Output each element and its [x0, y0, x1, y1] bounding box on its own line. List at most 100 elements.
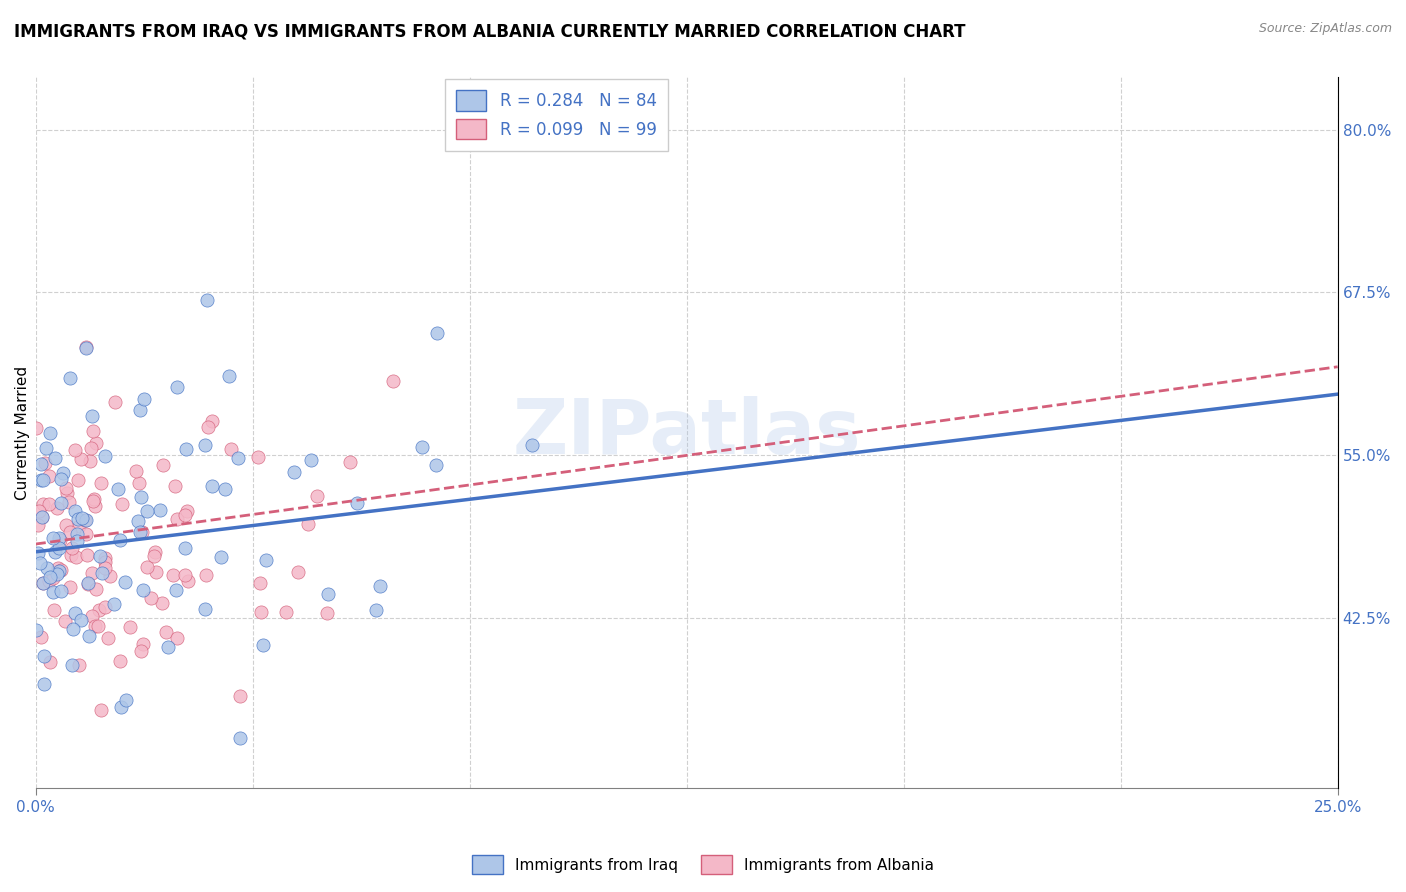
- Point: [522, 438, 544, 452]
- Point: [69, 451, 91, 466]
- Point: [86, 436, 108, 450]
- Point: [46, 561, 69, 575]
- Point: [143, 549, 166, 563]
- Point: [115, 692, 138, 706]
- Point: [31, 510, 53, 524]
- Point: [80, 409, 103, 423]
- Point: [84, 619, 107, 633]
- Point: [34, 677, 56, 691]
- Point: [35, 441, 58, 455]
- Point: [149, 503, 172, 517]
- Point: [89, 703, 111, 717]
- Point: [30, 473, 52, 487]
- Point: [108, 533, 131, 547]
- Point: [110, 699, 132, 714]
- Point: [87, 603, 110, 617]
- Point: [31, 509, 53, 524]
- Point: [197, 419, 219, 434]
- Point: [38, 468, 60, 483]
- Point: [246, 450, 269, 464]
- Point: [174, 541, 197, 556]
- Point: [44, 545, 66, 559]
- Point: [38, 497, 60, 511]
- Point: [201, 479, 224, 493]
- Point: [129, 525, 152, 540]
- Point: [339, 455, 361, 469]
- Point: [426, 326, 449, 340]
- Point: [34, 648, 56, 663]
- Point: [143, 545, 166, 559]
- Point: [132, 582, 155, 597]
- Point: [56, 485, 79, 500]
- Point: [254, 553, 277, 567]
- Point: [165, 583, 187, 598]
- Point: [30, 630, 52, 644]
- Point: [48, 531, 70, 545]
- Point: [250, 605, 273, 619]
- Point: [49, 563, 72, 577]
- Point: [195, 568, 218, 582]
- Point: [194, 602, 217, 616]
- Point: [27, 517, 49, 532]
- Point: [59, 525, 82, 540]
- Point: [37, 561, 59, 575]
- Point: [60, 658, 83, 673]
- Point: [46, 567, 69, 582]
- Point: [83, 492, 105, 507]
- Point: [46, 501, 69, 516]
- Point: [176, 442, 198, 456]
- Point: [75, 513, 97, 527]
- Point: [59, 548, 82, 562]
- Point: [55, 518, 77, 533]
- Point: [28, 556, 51, 570]
- Point: [87, 619, 110, 633]
- Point: [173, 568, 195, 582]
- Point: [75, 513, 97, 527]
- Point: [79, 629, 101, 643]
- Point: [82, 493, 104, 508]
- Point: [219, 442, 242, 456]
- Point: [209, 549, 232, 564]
- Point: [49, 472, 72, 486]
- Point: [129, 403, 152, 417]
- Point: [44, 603, 66, 617]
- Point: [67, 512, 90, 526]
- Point: [370, 579, 392, 593]
- Point: [229, 689, 252, 703]
- Point: [63, 442, 86, 457]
- Point: [67, 473, 90, 487]
- Point: [166, 512, 188, 526]
- Point: [32, 576, 55, 591]
- Point: [128, 475, 150, 490]
- Point: [42, 531, 65, 545]
- Point: [136, 504, 159, 518]
- Point: [150, 597, 173, 611]
- Point: [136, 560, 159, 574]
- Point: [67, 518, 90, 533]
- Point: [98, 569, 121, 583]
- Point: [110, 497, 132, 511]
- Point: [66, 526, 89, 541]
- Point: [152, 458, 174, 473]
- Point: [166, 380, 188, 394]
- Point: [145, 565, 167, 579]
- Point: [155, 625, 177, 640]
- Point: [94, 449, 117, 463]
- Point: [91, 566, 114, 581]
- Point: [107, 482, 129, 496]
- Point: [42, 584, 65, 599]
- Point: [129, 491, 152, 505]
- Point: [89, 549, 111, 564]
- Point: [80, 566, 103, 581]
- Text: IMMIGRANTS FROM IRAQ VS IMMIGRANTS FROM ALBANIA CURRENTLY MARRIED CORRELATION CH: IMMIGRANTS FROM IRAQ VS IMMIGRANTS FROM …: [14, 22, 966, 40]
- Point: [48, 565, 70, 579]
- Point: [48, 541, 70, 555]
- Point: [32, 575, 55, 590]
- Point: [69, 614, 91, 628]
- Point: [316, 587, 339, 601]
- Point: [32, 473, 55, 487]
- Point: [382, 374, 405, 388]
- Point: [287, 566, 309, 580]
- Point: [55, 481, 77, 495]
- Point: [66, 534, 89, 549]
